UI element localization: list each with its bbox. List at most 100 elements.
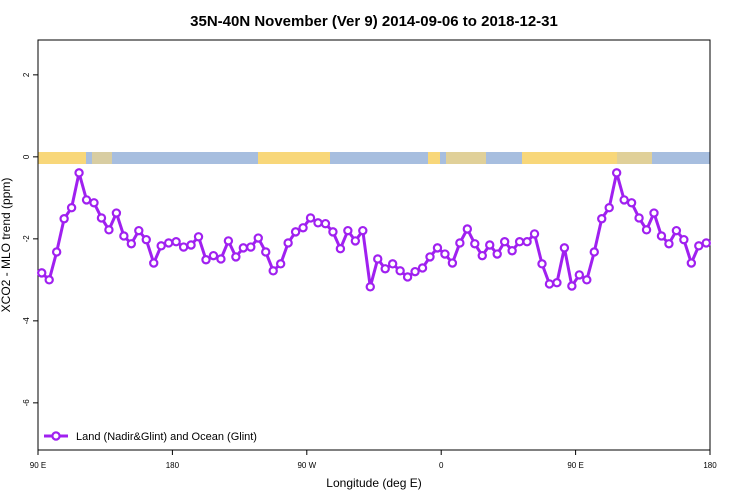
data-point: [432, 243, 443, 253]
data-point: [238, 243, 249, 253]
data-point: [440, 249, 450, 259]
data-point: [485, 240, 495, 250]
data-point: [529, 229, 540, 239]
data-point: [89, 198, 99, 208]
data-point: [410, 266, 420, 277]
x-tick-label: 90 W: [297, 461, 316, 470]
data-point: [268, 266, 278, 276]
data-point: [417, 263, 428, 273]
land-band: [617, 152, 652, 164]
data-point: [373, 254, 383, 264]
data-point: [305, 213, 316, 223]
y-tick-label: -6: [22, 399, 31, 407]
data-point: [402, 272, 413, 282]
data-point: [462, 224, 473, 234]
data-point: [51, 247, 62, 257]
data-point: [246, 242, 256, 252]
data-point: [178, 242, 189, 252]
data-point: [611, 168, 622, 178]
data-point: [290, 227, 301, 237]
data-point: [387, 259, 398, 269]
data-point: [447, 258, 458, 268]
data-point: [231, 252, 241, 262]
data-point: [626, 198, 637, 208]
data-point: [455, 238, 465, 248]
data-point: [74, 168, 84, 178]
data-point: [223, 236, 234, 246]
data-point: [59, 214, 69, 224]
y-tick-label: 2: [22, 72, 31, 77]
data-point: [649, 208, 659, 218]
data-point: [679, 234, 689, 245]
x-tick-label: 90 E: [567, 461, 583, 470]
data-point: [589, 247, 599, 257]
land-band: [522, 152, 617, 164]
y-tick-label: 0: [22, 154, 31, 159]
x-axis-title: Longitude (deg E): [326, 476, 421, 490]
data-point: [149, 258, 159, 268]
data-point: [171, 237, 181, 247]
data-point: [350, 236, 361, 246]
data-point: [664, 239, 674, 249]
data-point: [671, 225, 682, 236]
plot-frame: [37, 39, 711, 451]
land-band: [428, 152, 440, 164]
data-point: [656, 231, 667, 241]
data-point: [193, 232, 204, 242]
data-point: [134, 225, 144, 236]
data-point: [507, 246, 517, 256]
data-point: [275, 259, 286, 269]
data-point: [298, 223, 308, 233]
data-point: [104, 225, 114, 235]
data-point: [320, 218, 331, 229]
data-point: [395, 266, 405, 276]
data-point: [208, 250, 219, 261]
chart-title: 35N-40N November (Ver 9) 2014-09-06 to 2…: [190, 13, 558, 30]
land-band: [38, 152, 86, 164]
data-point: [619, 195, 629, 205]
data-point: [514, 237, 525, 247]
x-tick-label: 180: [703, 461, 717, 470]
data-point: [156, 241, 166, 251]
data-point: [141, 234, 151, 245]
data-point: [335, 243, 346, 254]
data-point: [365, 282, 375, 292]
data-point: [477, 250, 487, 261]
data-point: [597, 214, 607, 224]
land-band: [258, 152, 330, 164]
land-band: [92, 152, 112, 164]
data-point: [499, 237, 510, 247]
data-point: [37, 268, 47, 278]
data-point: [44, 275, 54, 285]
x-tick-label: 90 E: [30, 461, 46, 470]
data-point: [544, 279, 555, 289]
data-point: [111, 208, 122, 218]
data-point: [96, 213, 107, 223]
data-point: [604, 202, 614, 213]
data-point: [201, 255, 211, 265]
data-point: [283, 238, 293, 248]
data-point: [686, 258, 697, 268]
data-point: [522, 237, 532, 247]
data-point: [253, 233, 263, 243]
data-point: [552, 278, 562, 288]
data-point: [425, 252, 435, 262]
data-point: [186, 240, 196, 250]
legend-label: Land (Nadir&Glint) and Ocean (Glint): [76, 431, 257, 443]
data-point: [492, 249, 502, 259]
land-band: [446, 152, 486, 164]
data-point: [559, 243, 570, 253]
data-point: [126, 239, 137, 249]
data-point: [641, 225, 652, 235]
data-point: [582, 275, 592, 285]
data-point: [380, 264, 390, 274]
y-axis-title: XCO2 - MLO trend (ppm): [0, 178, 13, 313]
data-point: [216, 254, 226, 264]
data-point: [66, 202, 77, 213]
data-point: [701, 238, 711, 248]
data-point: [261, 247, 271, 257]
y-tick-label: -4: [22, 317, 31, 325]
data-point: [694, 241, 704, 251]
land-ocean-band: [38, 152, 710, 164]
